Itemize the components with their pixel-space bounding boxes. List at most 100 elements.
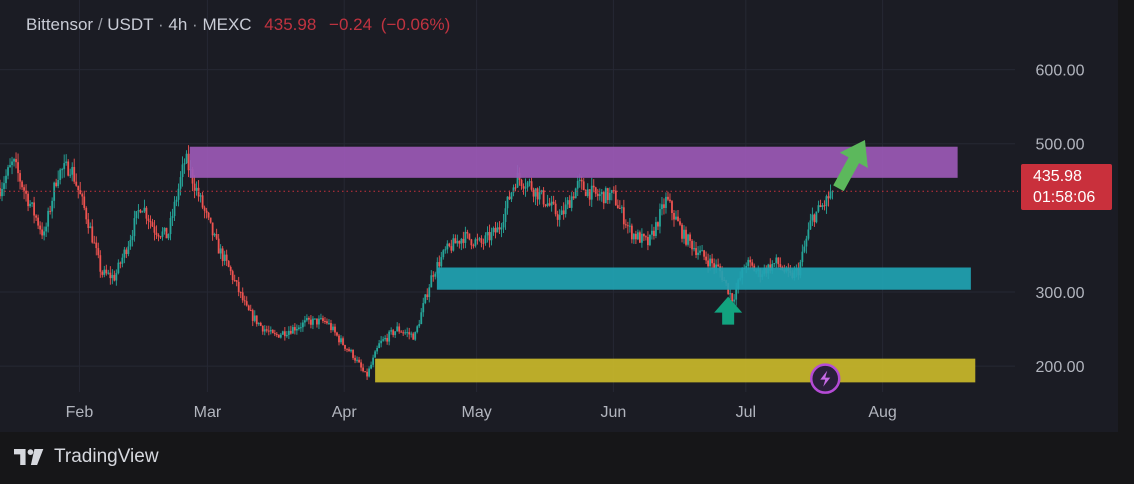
candle-body (542, 190, 545, 205)
candle-body (279, 334, 282, 338)
candle-body (779, 264, 782, 268)
candle-body (492, 227, 495, 233)
interval-label[interactable]: 4h (168, 15, 188, 34)
candle-body (584, 190, 587, 196)
candle-body (295, 328, 298, 331)
candle-body (71, 166, 74, 175)
candle-body (283, 331, 286, 337)
x-tick-label: Mar (194, 404, 222, 421)
candle-body (570, 196, 573, 208)
chart-panel[interactable]: 200.00 300.00 500.00 600.00 Feb Mar Apr May Jun J… (0, 0, 1118, 432)
candle-body (332, 326, 334, 331)
candle-body (474, 239, 477, 246)
candle-body (251, 310, 254, 321)
candle-body (771, 263, 774, 271)
candle-body (388, 331, 391, 342)
candle-body (496, 227, 499, 233)
candle-body (171, 216, 174, 218)
candle-body (257, 322, 260, 325)
candle-body (143, 207, 146, 212)
last-price-value: 435.98 (1033, 168, 1082, 185)
candle-body (574, 188, 577, 199)
candle-body (197, 187, 200, 197)
candle-body (596, 193, 599, 197)
candle-body (55, 182, 58, 187)
header-change: −0.24 (329, 15, 373, 34)
candle-body (460, 238, 463, 244)
candle-body (346, 348, 348, 350)
candle-body (444, 249, 447, 251)
candle-body (488, 232, 491, 241)
candle-body (606, 188, 609, 201)
candle-body (161, 231, 164, 237)
candle-body (151, 222, 154, 227)
candle-body (47, 210, 50, 227)
candle-body (107, 272, 110, 274)
candle-body (368, 368, 370, 377)
candle-body (673, 212, 675, 220)
candle-body (241, 292, 244, 301)
candle-body (139, 210, 142, 213)
candle-body (586, 189, 589, 196)
header-last-price: 435.98 (264, 15, 317, 34)
candle-body (221, 248, 224, 262)
candle-body (628, 225, 631, 227)
candle-body (350, 350, 352, 352)
candle-body (109, 272, 112, 279)
candle-body (308, 318, 310, 320)
price-chart[interactable]: 200.00 300.00 500.00 600.00 Feb Mar Apr May Jun J… (0, 0, 1118, 432)
candle-body (185, 153, 188, 164)
zone-support (436, 267, 971, 290)
candle-body (691, 240, 693, 250)
candle-body (703, 250, 705, 257)
symbol-name[interactable]: Bittensor (26, 15, 94, 34)
y-tick-label: 200.00 (1036, 359, 1085, 376)
candle-body (366, 371, 368, 377)
candle-body (534, 188, 537, 197)
candle-body (217, 238, 220, 254)
candle-body (410, 333, 413, 335)
candle-body (494, 227, 497, 233)
candle-body (67, 161, 70, 176)
zone-resistance (189, 146, 958, 178)
candle-body (428, 287, 431, 298)
candle-body (17, 162, 19, 174)
candle-body (566, 200, 569, 205)
candle-body (344, 344, 346, 349)
candle-body (269, 329, 272, 332)
candle-body (320, 318, 322, 320)
tradingview-brand[interactable]: TradingView (54, 446, 159, 467)
candle-body (502, 221, 505, 228)
candle-body (486, 232, 489, 236)
x-tick-label: Jun (601, 404, 627, 421)
candle-body (155, 232, 158, 235)
candle-body (512, 187, 515, 193)
separator: / (97, 15, 108, 34)
candle-body (478, 238, 481, 240)
candle-body (342, 338, 344, 345)
candle-body (239, 292, 242, 294)
candle-body (119, 262, 122, 264)
candle-body (326, 321, 328, 324)
candle-body (364, 371, 366, 373)
candle-body (19, 173, 21, 182)
candle-body (811, 214, 814, 221)
candle-body (651, 230, 653, 235)
candle-body (500, 227, 503, 230)
candle-body (213, 234, 216, 236)
candle-body (679, 221, 681, 225)
candle-body (179, 177, 182, 189)
candle-body (514, 187, 517, 189)
candle-body (683, 229, 685, 239)
candle-body (408, 332, 411, 335)
tradingview-logo-icon[interactable] (14, 446, 46, 468)
candle-body (15, 159, 17, 163)
candle-body (175, 199, 178, 202)
candle-body (825, 196, 828, 206)
candle-body (187, 153, 190, 171)
candle-body (432, 275, 435, 277)
candle-body (127, 246, 130, 255)
candle-body (677, 216, 679, 222)
candle-body (390, 330, 393, 332)
candle-body (316, 318, 318, 325)
